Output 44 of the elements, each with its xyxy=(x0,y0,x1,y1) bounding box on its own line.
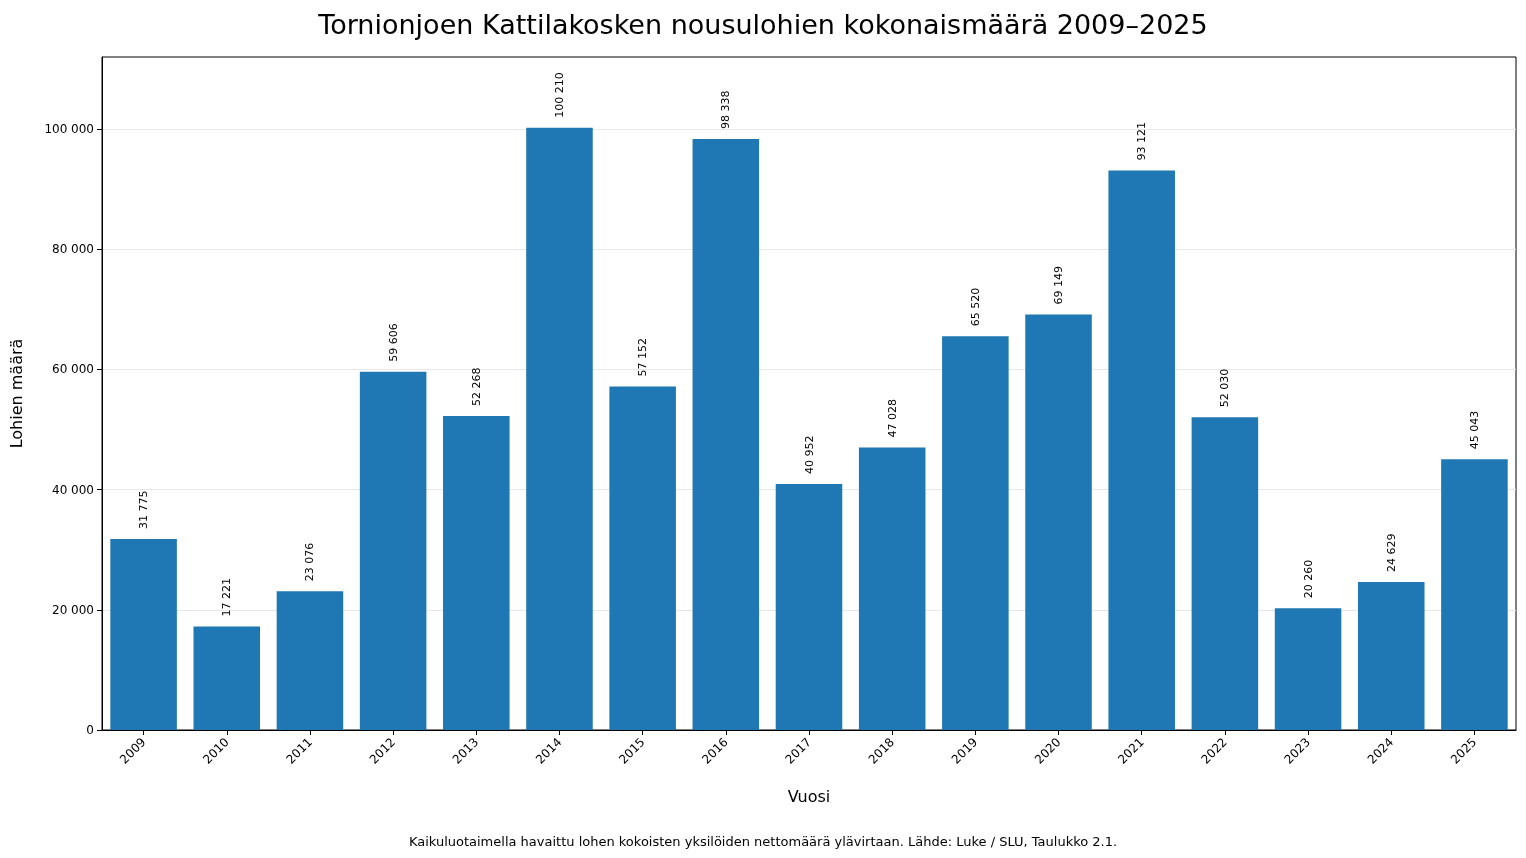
bar xyxy=(692,139,760,730)
bar xyxy=(1357,582,1425,730)
bar xyxy=(443,415,510,730)
data-label: 17 221 xyxy=(220,578,234,617)
bar xyxy=(1191,417,1259,730)
y-tick-label: 20 000 xyxy=(52,602,94,617)
data-label: 45 043 xyxy=(1467,410,1481,450)
data-label: 93 121 xyxy=(1135,121,1149,161)
data-label: 52 030 xyxy=(1218,368,1232,408)
bar xyxy=(858,447,926,730)
bar xyxy=(110,539,177,730)
data-label: 24 629 xyxy=(1384,533,1398,573)
y-tick-label: 80 000 xyxy=(52,242,94,257)
bar xyxy=(276,591,344,730)
bar xyxy=(1025,314,1092,730)
bar xyxy=(526,127,593,730)
x-axis-title: Vuosi xyxy=(787,786,831,806)
data-label: 20 260 xyxy=(1301,559,1315,599)
data-label: 57 152 xyxy=(636,338,650,377)
data-label: 69 149 xyxy=(1052,265,1066,305)
y-axis-title: Lohien määrä xyxy=(6,338,26,449)
chart-title: Tornionjoen Kattilakosken nousulohien kokonaismäärä 2009–2025 xyxy=(317,9,1208,40)
data-label: 23 076 xyxy=(303,542,317,582)
bar xyxy=(1441,459,1508,730)
data-label: 40 952 xyxy=(802,435,816,474)
bar xyxy=(193,626,261,730)
data-label: 98 338 xyxy=(719,90,733,130)
y-tick-label: 0 xyxy=(86,723,94,737)
data-label: 65 520 xyxy=(968,287,982,327)
bar xyxy=(1274,608,1342,730)
y-tick-label: 60 000 xyxy=(52,362,94,377)
data-label: 59 606 xyxy=(386,323,400,362)
data-label: 52 268 xyxy=(469,367,483,406)
bar xyxy=(609,386,676,730)
bar xyxy=(1108,170,1175,730)
y-tick-label: 40 000 xyxy=(52,482,94,497)
data-label: 31 775 xyxy=(137,490,151,530)
data-label: 100 210 xyxy=(552,72,566,118)
bar xyxy=(775,483,843,730)
data-label: 47 028 xyxy=(885,398,899,438)
bar xyxy=(359,371,427,730)
y-tick-label: 100 000 xyxy=(44,122,94,137)
bar xyxy=(942,336,1009,730)
text: Kaikuluotaimella havaittu lohen kokoisten yksilöiden nettomäärä ylävirtaan. Lähde: Luke / SLU, Taulukko 2.1. xyxy=(408,834,1118,849)
